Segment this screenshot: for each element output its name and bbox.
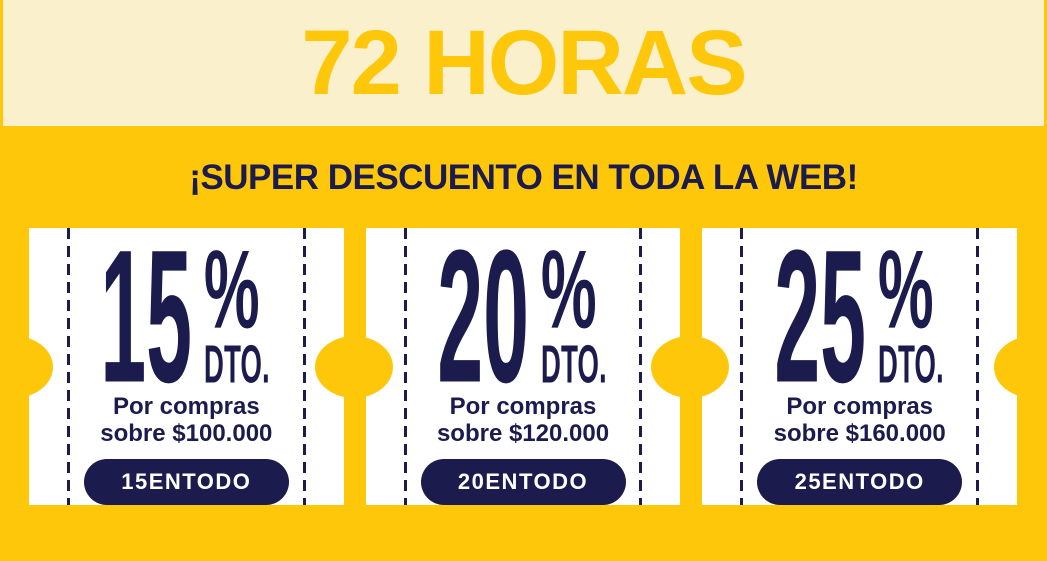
discount-percent-value: 20	[437, 244, 529, 389]
coupon-card-25[interactable]: 25 % DTO. Por compras sobre $160.000 25EN…	[702, 228, 1018, 505]
coupon-condition: Por compras sobre $160.000	[773, 393, 946, 448]
countdown-title: 72 HORAS	[301, 11, 747, 114]
condition-line1: Por compras	[449, 393, 597, 421]
perforation-line-icon	[639, 228, 643, 505]
percent-symbol: %	[541, 244, 597, 352]
discount-unit: DTO.	[878, 334, 944, 389]
discount-percent-value: 15	[101, 244, 193, 389]
condition-line1: Por compras	[786, 393, 934, 421]
coupon-code-pill[interactable]: 15ENTODO	[83, 459, 289, 505]
percent-symbol: %	[204, 244, 260, 352]
coupons-row: 15 % DTO. Por compras sobre $100.000 15EN…	[0, 228, 1047, 505]
ticket-notch-icon	[994, 335, 1047, 398]
coupon-code-pill[interactable]: 25ENTODO	[757, 459, 963, 505]
ticket-notch-icon	[315, 335, 393, 398]
perforation-line-icon	[740, 228, 744, 505]
coupon-condition: Por compras sobre $120.000	[436, 393, 610, 448]
discount-lockup: 20 % DTO.	[437, 244, 607, 389]
coupon-code: 15ENTODO	[121, 469, 252, 495]
ticket-notch-icon	[651, 335, 729, 398]
perforation-line-icon	[976, 228, 980, 505]
coupon-code: 25ENTODO	[794, 469, 925, 495]
promo-headline: ¡SUPER DESCUENTO EN TODA LA WEB!	[189, 158, 858, 197]
coupon-card-15[interactable]: 15 % DTO. Por compras sobre $100.000 15EN…	[29, 228, 344, 505]
discount-percent-value: 25	[774, 244, 866, 389]
condition-line2: sobre $100.000	[100, 420, 273, 448]
coupon-code-pill[interactable]: 20ENTODO	[420, 459, 626, 505]
discount-unit: DTO.	[204, 334, 270, 389]
countdown-banner: 72 HORAS	[3, 0, 1044, 126]
coupon-card-20[interactable]: 20 % DTO. Por compras sobre $120.000 20EN…	[365, 228, 681, 505]
percent-symbol: %	[878, 244, 934, 352]
perforation-line-icon	[67, 228, 70, 505]
perforation-line-icon	[302, 228, 306, 505]
condition-line2: sobre $120.000	[436, 420, 610, 448]
coupon-condition: Por compras sobre $100.000	[100, 393, 273, 448]
condition-line2: sobre $160.000	[773, 420, 946, 448]
discount-lockup: 25 % DTO.	[774, 244, 944, 389]
discount-unit: DTO.	[541, 334, 607, 389]
perforation-line-icon	[403, 228, 407, 505]
condition-line1: Por compras	[112, 393, 260, 421]
discount-lockup: 15 % DTO.	[101, 244, 270, 389]
coupon-code: 20ENTODO	[457, 469, 589, 495]
